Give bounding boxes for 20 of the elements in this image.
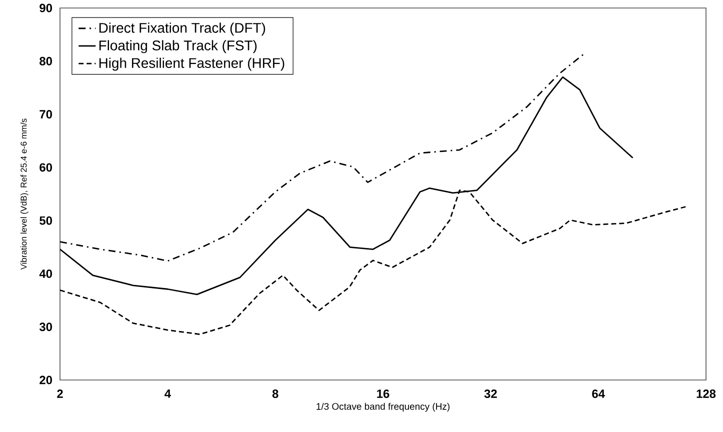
y-tick-label: 70 [40, 110, 52, 119]
legend-label: Floating Slab Track (FST) [99, 40, 257, 54]
y-tick-label: 30 [39, 322, 52, 332]
x-tick-label: 128 [696, 390, 716, 398]
y-tick-label: 80 [40, 56, 52, 66]
x-tick-label: 8 [272, 390, 278, 398]
x-tick-label: 16 [377, 390, 390, 398]
legend-label: High Resilient Fastener (HRF) [99, 58, 284, 71]
y-tick-label: 50 [40, 216, 52, 225]
x-tick-label: 32 [484, 390, 497, 398]
y-tick-label: 20 [40, 376, 52, 384]
y-tick-label: 40 [39, 269, 52, 278]
x-axis-title: 1/3 Octave band frequency (Hz) [316, 402, 450, 412]
x-tick-label: 4 [164, 390, 171, 398]
y-axis-title: Vibration level (VdB), Ref 25.4 e-6 mm/s [20, 118, 28, 270]
y-tick-label: 60 [40, 163, 52, 172]
x-tick-label: 64 [592, 390, 605, 398]
y-tick-label: 90 [40, 4, 52, 12]
legend-label: Direct Fixation Track (DFT) [99, 22, 266, 36]
x-tick-label: 2 [57, 390, 63, 398]
